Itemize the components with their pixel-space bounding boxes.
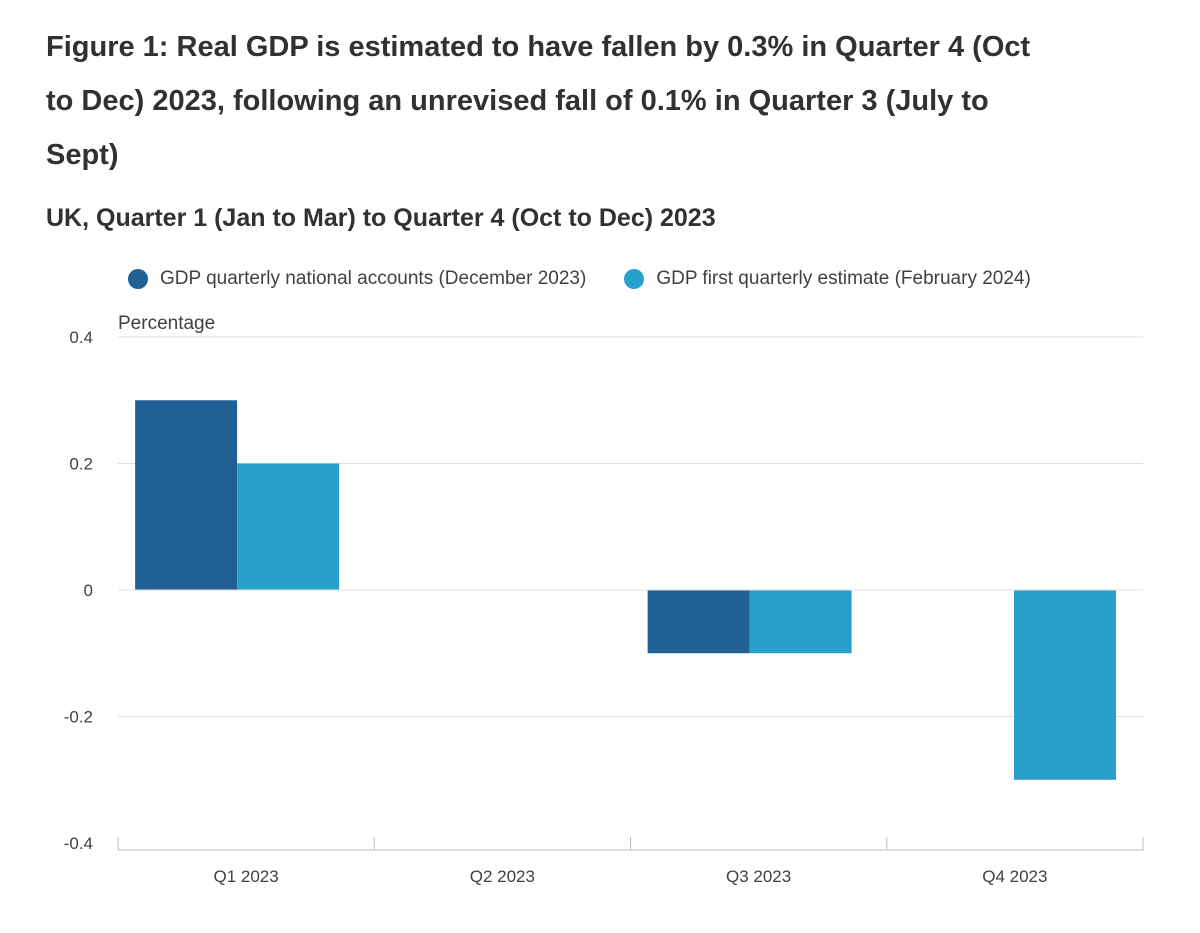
legend: GDP quarterly national accounts (Decembe…: [128, 268, 1069, 290]
bar-series-2-q3-2023[interactable]: [749, 590, 852, 654]
bar-chart: 0.4 0.2 0 -0.2 -0.4 Percentage Q1 2023 Q2 2023 Q…: [64, 313, 1144, 886]
y-tick-label-3: -0.2: [64, 708, 93, 727]
legend-swatch-series-1: [128, 269, 148, 289]
legend-item-series-1[interactable]: GDP quarterly national accounts (Decembe…: [128, 268, 586, 290]
y-tick-label-1: 0.2: [69, 455, 93, 474]
y-tick-label-4: -0.4: [64, 834, 93, 853]
bar-series-1-q1-2023[interactable]: [135, 400, 238, 590]
bar-series-1-q3-2023[interactable]: [647, 590, 750, 654]
bar-series-2-q1-2023[interactable]: [237, 463, 340, 591]
y-axis-label: Percentage: [118, 313, 215, 334]
chart-subtitle: UK, Quarter 1 (Jan to Mar) to Quarter 4 …: [46, 204, 716, 232]
legend-item-series-2[interactable]: GDP first quarterly estimate (February 2…: [624, 268, 1031, 290]
legend-label-series-2: GDP first quarterly estimate (February 2…: [656, 268, 1031, 289]
bar-series-2-q4-2023[interactable]: [1014, 590, 1116, 780]
x-tick-label-q3-2023: Q3 2023: [726, 867, 791, 886]
x-tick-label-q2-2023: Q2 2023: [470, 867, 535, 886]
legend-label-series-1: GDP quarterly national accounts (Decembe…: [160, 268, 587, 289]
x-tick-label-q1-2023: Q1 2023: [214, 867, 279, 886]
legend-swatch-series-2: [624, 269, 645, 289]
y-tick-label-2: 0: [84, 581, 93, 600]
y-tick-label-0: 0.4: [69, 328, 93, 347]
chart-title: Figure 1: Real GDP is estimated to have …: [46, 31, 1031, 171]
x-tick-label-q4-2023: Q4 2023: [982, 867, 1047, 886]
